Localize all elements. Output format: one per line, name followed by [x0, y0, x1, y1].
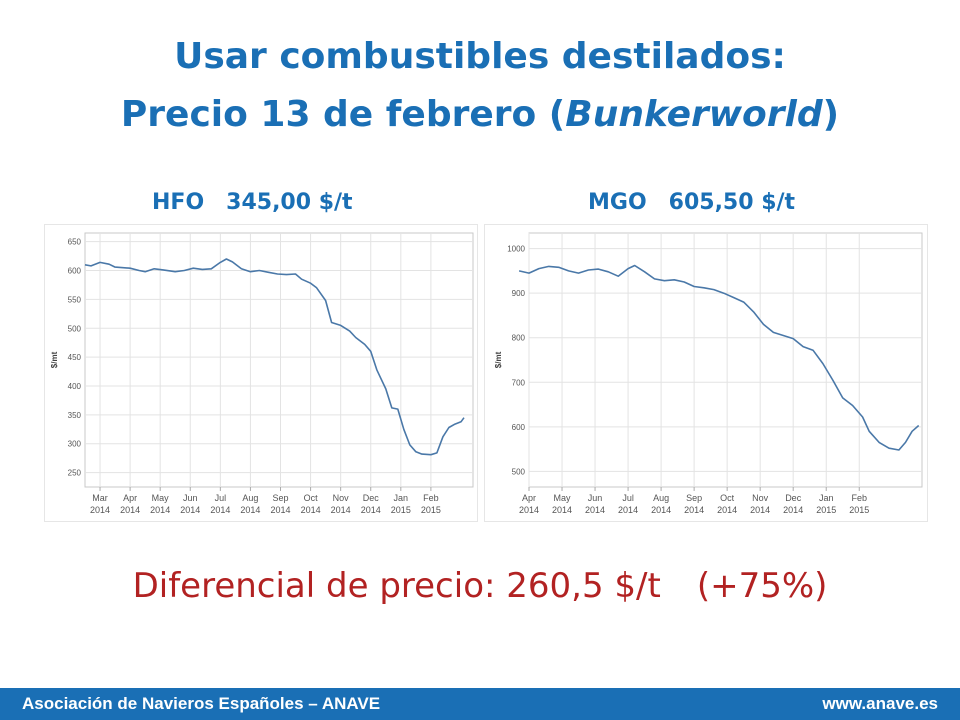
mgo-caption: MGO 605,50 $/t: [588, 190, 795, 215]
slide-title-line-1: Usar combustibles destilados:: [174, 36, 786, 77]
x-tick-label: May: [152, 493, 170, 503]
x-tick-label: 2014: [210, 505, 230, 515]
x-tick-label: 2015: [816, 505, 836, 515]
x-tick-label: Nov: [752, 493, 769, 503]
x-tick-label: 2014: [270, 505, 290, 515]
x-tick-label: 2014: [717, 505, 737, 515]
x-tick-label: Dec: [363, 493, 380, 503]
x-tick-label: 2014: [618, 505, 638, 515]
differential-percent: (+75%): [696, 566, 828, 606]
hfo-label: HFO: [152, 190, 205, 215]
x-tick-label: Oct: [304, 493, 319, 503]
x-tick-label: 2014: [361, 505, 381, 515]
y-tick-label: 1000: [507, 245, 525, 254]
x-tick-label: May: [554, 493, 572, 503]
title-suffix: ): [822, 94, 840, 135]
hfo-price-chart: 250 300 350 400 450 500 550 600 650 Mar 2014 Apr 201…: [44, 224, 478, 522]
x-tick-label: Apr: [522, 493, 536, 503]
hfo-price: 345,00 $/t: [226, 190, 353, 215]
y-tick-label: 300: [68, 440, 82, 449]
x-tick-label: 2014: [684, 505, 704, 515]
x-tick-label: Aug: [653, 493, 669, 503]
title-prefix: Precio 13 de febrero (: [120, 94, 566, 135]
title-source: Bunkerworld: [565, 94, 823, 135]
x-tick-label: Feb: [851, 493, 867, 503]
x-tick-label: 2015: [391, 505, 411, 515]
x-tick-label: Jan: [819, 493, 834, 503]
x-tick-label: 2014: [90, 505, 110, 515]
series-line: [84, 258, 465, 456]
mgo-price-chart: 500 600 700 800 900 1000 Apr 2014 May 2014 Jun 2014…: [484, 224, 928, 522]
x-tick-label: Oct: [720, 493, 735, 503]
y-axis-label: $/mt: [50, 351, 59, 368]
mgo-price: 605,50 $/t: [668, 190, 796, 215]
x-tick-label: 2015: [849, 505, 869, 515]
differential-text: Diferencial de precio: 260,5 $/t: [132, 566, 661, 606]
x-tick-label: 2014: [150, 505, 170, 515]
y-tick-label: 900: [512, 289, 526, 298]
plot-area: [84, 232, 474, 488]
x-tick-label: Jul: [622, 493, 634, 503]
y-tick-label: 400: [68, 382, 82, 391]
x-tick-label: Aug: [242, 493, 258, 503]
x-tick-label: 2014: [585, 505, 605, 515]
x-tick-label: 2014: [331, 505, 351, 515]
y-tick-label: 500: [68, 324, 82, 333]
y-tick-label: 350: [68, 411, 82, 420]
y-tick-label: 800: [512, 334, 526, 343]
x-tick-label: 2014: [552, 505, 572, 515]
x-tick-label: Jun: [588, 493, 603, 503]
series-line: [518, 264, 920, 451]
y-tick-label: 600: [512, 423, 526, 432]
x-tick-label: 2014: [750, 505, 770, 515]
x-tick-label: 2014: [519, 505, 539, 515]
y-tick-label: 550: [68, 295, 82, 304]
x-tick-label: Dec: [785, 493, 802, 503]
x-tick-label: Sep: [686, 493, 702, 503]
plot-area: [528, 232, 923, 488]
footer-bar: Asociación de Navieros Españoles – ANAVE…: [0, 688, 960, 720]
x-tick-label: 2014: [180, 505, 200, 515]
x-tick-label: 2014: [120, 505, 140, 515]
x-tick-label: Nov: [333, 493, 350, 503]
x-tick-label: Jun: [183, 493, 198, 503]
x-tick-label: Apr: [123, 493, 137, 503]
x-tick-label: 2014: [783, 505, 803, 515]
y-tick-label: 700: [512, 378, 526, 387]
x-tick-label: Jan: [394, 493, 409, 503]
mgo-label: MGO: [588, 190, 647, 215]
x-tick-label: 2014: [301, 505, 321, 515]
y-tick-label: 250: [68, 469, 82, 478]
x-tick-label: 2014: [651, 505, 671, 515]
slide-title-line-2: Precio 13 de febrero (Bunkerworld): [0, 86, 960, 144]
y-tick-label: 500: [512, 467, 526, 476]
x-tick-label: 2014: [240, 505, 260, 515]
hfo-caption: HFO 345,00 $/t: [152, 190, 353, 215]
y-tick-label: 650: [68, 238, 82, 247]
y-tick-label: 600: [68, 267, 82, 276]
x-tick-label: Sep: [272, 493, 288, 503]
x-tick-label: 2015: [421, 505, 441, 515]
y-axis-label: $/mt: [494, 351, 503, 368]
price-differential: Diferencial de precio: 260,5 $/t (+75%): [0, 566, 960, 606]
footer-website[interactable]: www.anave.es: [822, 694, 938, 713]
x-tick-label: Mar: [92, 493, 108, 503]
footer-organization: Asociación de Navieros Españoles – ANAVE: [22, 694, 381, 713]
x-tick-label: Jul: [215, 493, 227, 503]
y-tick-label: 450: [68, 353, 82, 362]
x-tick-label: Feb: [423, 493, 439, 503]
